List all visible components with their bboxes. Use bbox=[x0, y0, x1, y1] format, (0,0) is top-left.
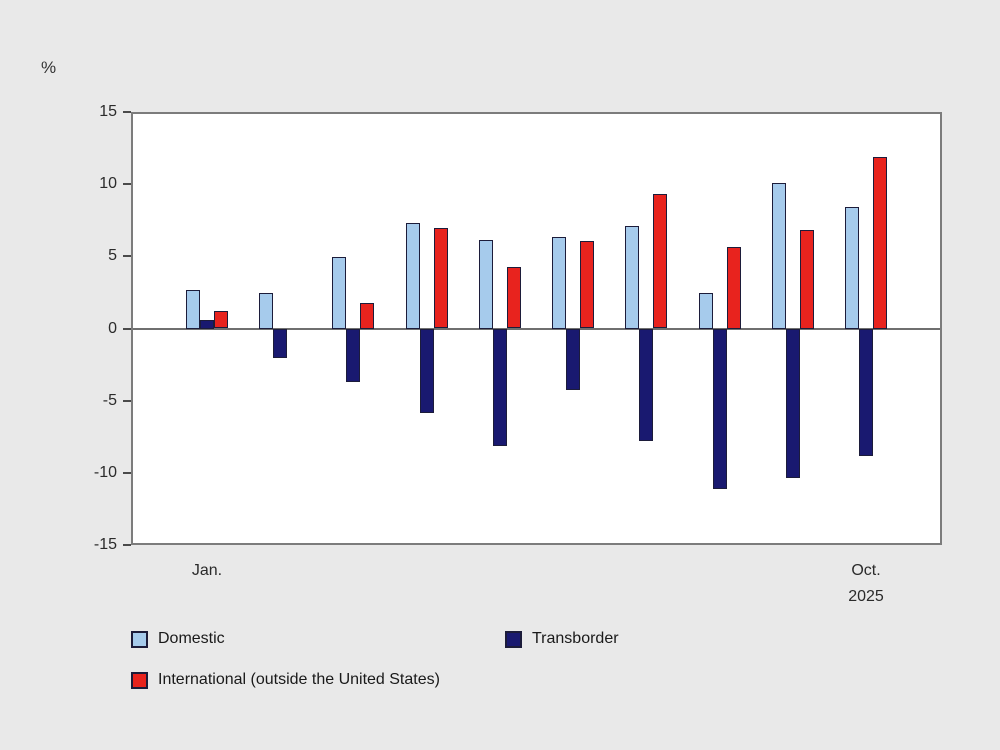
legend-label-transborder: Transborder bbox=[532, 630, 619, 647]
legend-swatch-international-icon bbox=[131, 671, 148, 689]
bar-international-oct bbox=[873, 156, 887, 329]
y-tick-label-5: 5 bbox=[108, 247, 117, 265]
y-tick-label-15: 15 bbox=[99, 103, 117, 120]
y-tick-label--15: -15 bbox=[93, 536, 117, 553]
legend-label-domestic: Domestic bbox=[158, 630, 225, 647]
x-axis-label-year: 2025 bbox=[848, 588, 884, 605]
y-tick-5 bbox=[123, 255, 131, 258]
y-tick--5 bbox=[123, 399, 131, 402]
bar-domestic-jul bbox=[625, 225, 639, 329]
legend-item-domestic: Domestic bbox=[131, 630, 225, 648]
zero-baseline bbox=[133, 327, 940, 330]
legend-item-international: International (outside the United States… bbox=[131, 671, 440, 689]
y-tick-10 bbox=[123, 183, 131, 186]
chart-plot-area bbox=[131, 112, 942, 545]
bar-international-apr bbox=[434, 228, 448, 329]
bar-domestic-jan bbox=[186, 289, 200, 329]
bar-transborder-may bbox=[493, 328, 507, 446]
bar-domestic-jun bbox=[552, 236, 566, 329]
bar-transborder-mar bbox=[346, 328, 360, 382]
bar-domestic-sep bbox=[772, 182, 786, 329]
legend-swatch-domestic-icon bbox=[131, 630, 148, 648]
bar-domestic-aug bbox=[699, 292, 713, 329]
y-tick-label--10: -10 bbox=[93, 463, 117, 481]
y-tick-15 bbox=[123, 111, 131, 113]
bar-domestic-oct bbox=[845, 206, 859, 329]
bar-international-jan bbox=[214, 311, 228, 329]
bars-container bbox=[133, 114, 940, 543]
y-tick-label-10: 10 bbox=[99, 175, 117, 193]
y-tick-label-0: 0 bbox=[108, 319, 117, 337]
bar-transborder-jun bbox=[566, 328, 580, 390]
bar-transborder-jan bbox=[200, 319, 214, 329]
bar-international-aug bbox=[727, 246, 741, 329]
bar-international-jun bbox=[580, 241, 594, 329]
y-tick--10 bbox=[123, 471, 131, 474]
bar-domestic-may bbox=[479, 239, 493, 329]
y-tick-0 bbox=[123, 327, 131, 330]
x-axis-label-jan: Jan. bbox=[191, 562, 223, 579]
bar-transborder-oct bbox=[859, 328, 873, 456]
bar-transborder-sep bbox=[786, 328, 800, 478]
bar-transborder-jul bbox=[639, 328, 653, 441]
bar-international-sep bbox=[800, 229, 814, 329]
bar-international-mar bbox=[360, 302, 374, 329]
bar-transborder-aug bbox=[713, 328, 727, 489]
y-axis-unit-label: % bbox=[41, 58, 57, 77]
legend-item-transborder: Transborder bbox=[505, 630, 619, 648]
y-tick--15 bbox=[123, 544, 131, 546]
bar-international-jul bbox=[653, 194, 667, 329]
legend-label-international: International (outside the United States… bbox=[158, 671, 440, 688]
bar-domestic-apr bbox=[406, 222, 420, 329]
legend-swatch-transborder-icon bbox=[505, 630, 522, 648]
x-axis-label-oct: Oct. bbox=[851, 562, 881, 579]
bar-international-may bbox=[507, 267, 521, 328]
bar-domestic-feb bbox=[259, 292, 273, 329]
y-tick-label--5: -5 bbox=[102, 391, 117, 409]
bar-domestic-mar bbox=[332, 257, 346, 329]
bar-transborder-feb bbox=[273, 328, 287, 358]
bar-transborder-apr bbox=[420, 328, 434, 413]
